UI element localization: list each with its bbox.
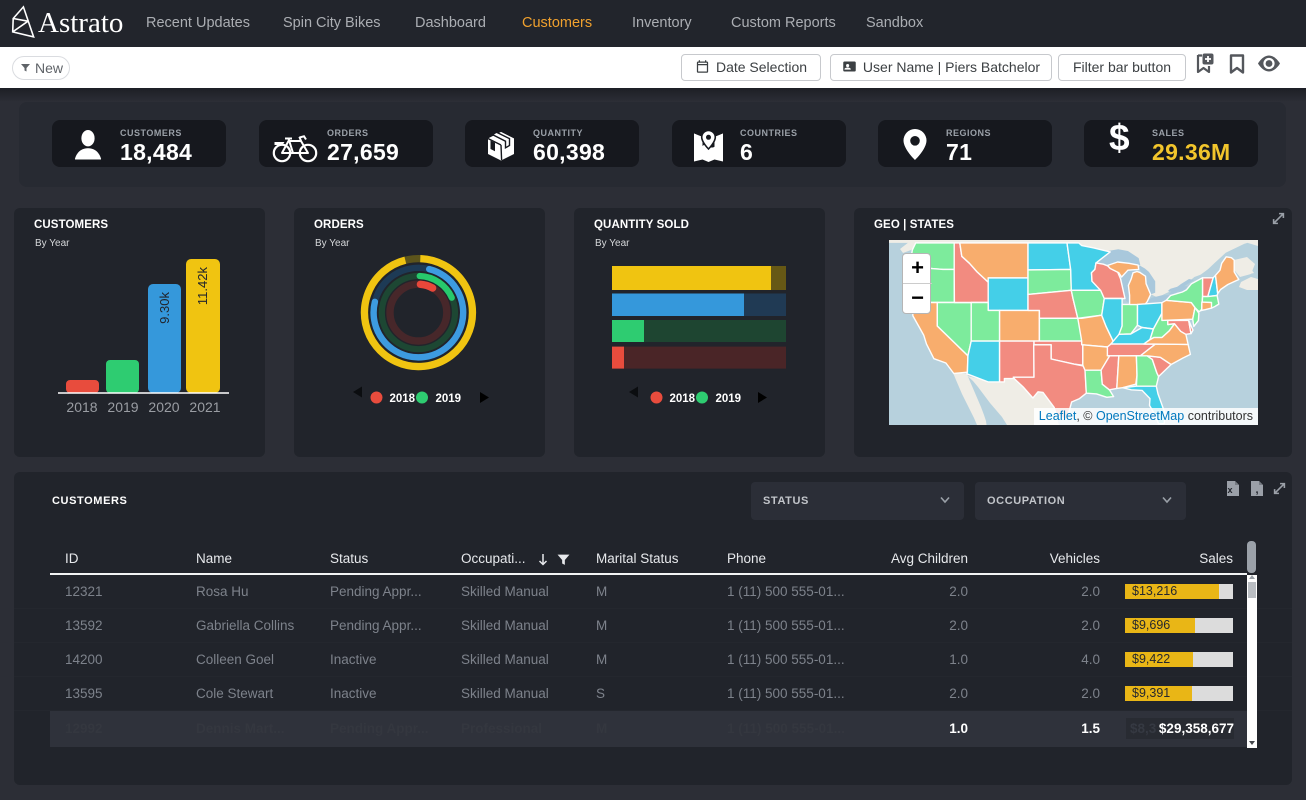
svg-text:2018: 2018: [66, 399, 97, 415]
svg-text:2018: 2018: [390, 393, 416, 405]
svg-text:2021: 2021: [189, 399, 220, 415]
svg-text:11.42k: 11.42k: [195, 267, 210, 306]
svg-text:2018: 2018: [670, 393, 696, 405]
svg-text:x: x: [1227, 485, 1232, 495]
svg-text:,: ,: [1255, 484, 1258, 496]
svg-text:2019: 2019: [436, 393, 462, 405]
svg-text:9.30k: 9.30k: [157, 292, 172, 324]
svg-text:2019: 2019: [107, 399, 138, 415]
svg-text:2020: 2020: [148, 399, 179, 415]
svg-text:2019: 2019: [716, 393, 742, 405]
